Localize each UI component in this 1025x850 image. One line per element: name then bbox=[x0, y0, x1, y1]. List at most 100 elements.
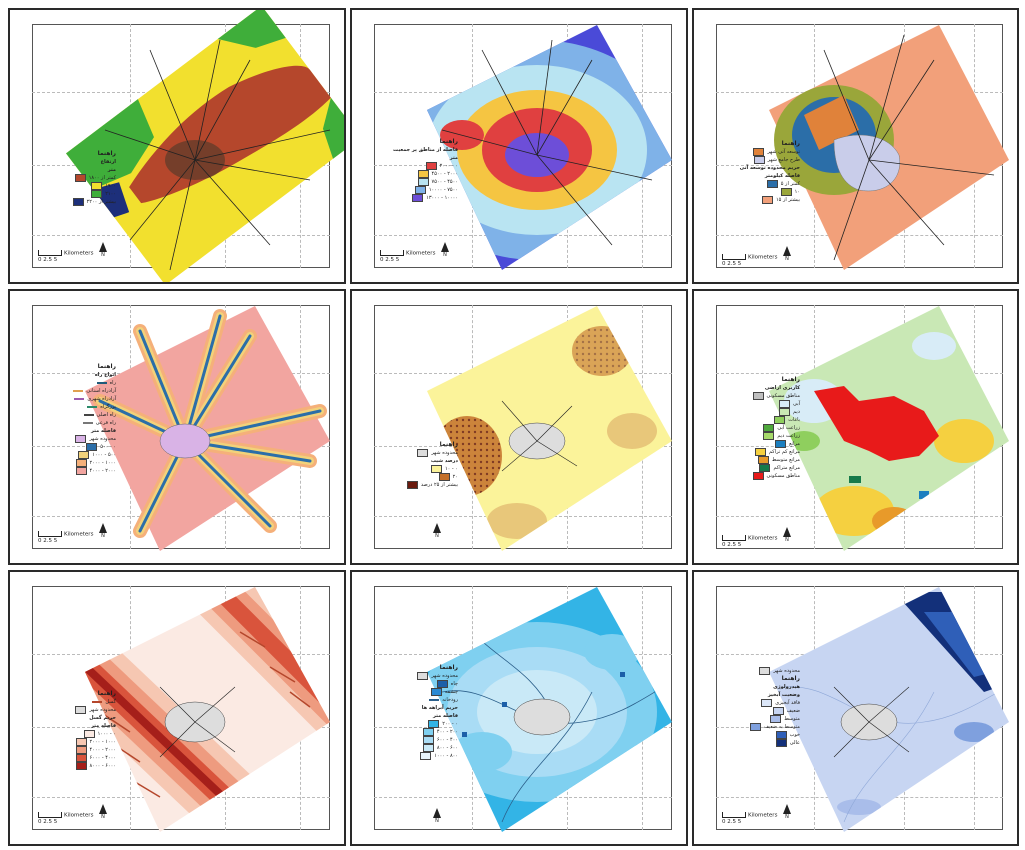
legend-item: کمتر از ۵ bbox=[722, 180, 800, 188]
legend-item: مراتع متراکم bbox=[722, 464, 800, 472]
legend-item: ۰ - ۱۰ bbox=[380, 465, 458, 473]
legend-item: ۱۹۰۰ bbox=[38, 182, 116, 190]
legend-item: باغات bbox=[722, 416, 800, 424]
map-panel-slope: راهنما محدوده شهر درصد شیب ۰ - ۱۰ ۲۰ بیش… bbox=[350, 289, 688, 565]
legend-unit: وضعیت آبخیز bbox=[767, 692, 800, 698]
legend-item: متوسط به ضعیف bbox=[722, 723, 800, 731]
legend-item: طرح جامع شهر bbox=[722, 156, 800, 164]
legend-item: محدوده شهر bbox=[38, 435, 116, 443]
legend-item: متوسط bbox=[722, 715, 800, 723]
scale-bar: Kilometers 0 2.5 5 bbox=[722, 254, 778, 267]
legend-item: ۲۰۰۰ - ۴۰۰۰ bbox=[38, 746, 116, 754]
legend-item: مناطق مسکونی bbox=[722, 472, 800, 480]
water-map bbox=[427, 587, 672, 832]
map-frame bbox=[32, 586, 330, 830]
legend-item: فاقد آبخیزی bbox=[722, 699, 800, 707]
legend-item: ۲۰۰۰ - ۴۰۰۰ bbox=[38, 467, 116, 475]
faults-map bbox=[85, 587, 330, 832]
legend-line-item: آزادراه استانی bbox=[38, 387, 116, 395]
legend-title: راهنما bbox=[439, 138, 458, 145]
legend-item: کمتر از ۱۸۰۰ bbox=[38, 174, 116, 182]
legend-unit: متر bbox=[107, 167, 116, 173]
legend-item: ۸۰۰ - ۱۰۰۰ bbox=[380, 752, 458, 760]
map-panel-landuse: راهنما کاربری اراضی مناطق مسکونی آبی دیم… bbox=[692, 289, 1019, 565]
legend-line-item: گسل bbox=[38, 698, 116, 706]
legend-item: بیشتر از ۲۵ درصد bbox=[380, 481, 458, 489]
legend-line-item: رودخانه bbox=[380, 696, 458, 704]
legend-item: ۰ - ۱۰۰۰ bbox=[38, 730, 116, 738]
legend-item: ۶۰۰ - ۸۰۰ bbox=[380, 744, 458, 752]
legend-item: بیشتر از ۲۲۰۰ bbox=[38, 198, 116, 206]
legend-subtitle: حریم محدوده توسعه آتی bbox=[739, 165, 800, 171]
legend-item: ۱۰۰۰۰ - ۱۳۰۰۰ bbox=[380, 194, 458, 202]
legend-item: مراتع کم تراکم bbox=[722, 448, 800, 456]
map-frame bbox=[374, 586, 672, 830]
slope-map bbox=[427, 306, 672, 551]
legend-title: راهنما bbox=[439, 441, 458, 448]
legend-title: راهنما bbox=[439, 664, 458, 671]
legend-subtitle: انواع راه bbox=[94, 372, 116, 378]
legend-unit: فاصله متر bbox=[90, 428, 116, 434]
legend-item: عالی bbox=[722, 739, 800, 747]
map-panel-elevation: راهنما ارتفاع متر کمتر از ۱۸۰۰ ۱۹۰۰ ۲۱۰۰… bbox=[8, 8, 346, 284]
legend-item: مناطق مسکونی bbox=[722, 392, 800, 400]
legend-item: توسعه آتی شهر bbox=[722, 148, 800, 156]
legend-item: ۴۰۰ - ۶۰۰ bbox=[380, 736, 458, 744]
map-panel-roads: راهنما انواع راه راه آزادراه استانی آزاد… bbox=[8, 289, 346, 565]
legend-subtitle: فاصله از مناطق پر جمعیت bbox=[393, 147, 458, 153]
legend-item: زراعت آبی bbox=[722, 424, 800, 432]
legend-item: ۱۰۰۰ - ۲۰۰۰ bbox=[38, 738, 116, 746]
legend-line-item: بزرگراه bbox=[38, 403, 116, 411]
legend-item: محدوده شهر bbox=[380, 672, 458, 680]
landuse-map bbox=[769, 306, 1009, 551]
legend-item: ۴۰۰۰ - ۶۰۰۰ bbox=[38, 754, 116, 762]
legend-item: ۱۰۰۰ - ۲۰۰۰ bbox=[38, 459, 116, 467]
legend-item: ۷۵۰۰ - ۱۰۰۰۰ bbox=[380, 186, 458, 194]
legend-line-item: آزادراه شهری bbox=[38, 395, 116, 403]
north-arrow-icon: N bbox=[98, 804, 108, 820]
distance-map bbox=[427, 25, 672, 270]
north-arrow-icon: N bbox=[432, 523, 442, 539]
legend-item: خوب bbox=[722, 731, 800, 739]
legend-item: محدوده شهر bbox=[38, 706, 116, 714]
scale-bar: Kilometers 0 2.5 5 bbox=[722, 812, 778, 825]
legend-item: ۲۰۰ - ۴۰۰ bbox=[380, 728, 458, 736]
map-frame bbox=[716, 24, 1003, 268]
roads-map bbox=[85, 306, 330, 551]
legend-line-item: راه فرعی bbox=[38, 419, 116, 427]
north-arrow-icon: N bbox=[782, 804, 792, 820]
legend-item: ۴۵۰۰ - ۷۵۰۰ bbox=[380, 178, 458, 186]
legend-title: راهنما bbox=[781, 140, 800, 147]
map-frame bbox=[716, 305, 1003, 549]
legend-title: راهنما bbox=[97, 363, 116, 370]
map-frame bbox=[374, 305, 672, 549]
legend-title: راهنما bbox=[781, 376, 800, 383]
north-arrow-icon: N bbox=[440, 242, 450, 258]
map-panel-risk-zone: راهنما توسعه آتی شهر طرح جامع شهر حریم م… bbox=[692, 8, 1019, 284]
legend-unit: فاصله متر bbox=[90, 723, 116, 729]
map-panel-water: راهنما محدوده شهر چاه چشمه رودخانه حریم … bbox=[350, 570, 688, 846]
legend-item: محدوده شهر bbox=[722, 667, 800, 675]
legend-item: ۱۰ bbox=[722, 188, 800, 196]
north-arrow-icon: N bbox=[782, 246, 792, 262]
legend-item: مراتع bbox=[722, 440, 800, 448]
legend-subtitle: درصد شیب bbox=[430, 458, 458, 464]
hydro-map bbox=[769, 587, 1009, 832]
legend-title: راهنما bbox=[781, 675, 800, 682]
map-panel-faults: راهنما گسل محدوده شهر حریم گسل فاصله متر… bbox=[8, 570, 346, 846]
legend-item: دیم bbox=[722, 408, 800, 416]
legend-item: آبی bbox=[722, 400, 800, 408]
scale-bar: Kilometers 0 2.5 5 bbox=[38, 531, 94, 544]
legend-item: ضعیف bbox=[722, 707, 800, 715]
legend-item: ۶۰۰۰ - ۸۰۰۰ bbox=[38, 762, 116, 770]
scale-bar: Kilometers 0 2.5 5 bbox=[38, 250, 94, 263]
legend-item: بیشتر از ۱۵ bbox=[722, 196, 800, 204]
map-frame bbox=[32, 305, 330, 549]
legend-title: راهنما bbox=[97, 690, 116, 697]
legend-subtitle: ارتفاع bbox=[100, 159, 116, 165]
legend-line-item: راه اصلی bbox=[38, 411, 116, 419]
map-frame bbox=[374, 24, 672, 268]
legend-subtitle: حریم آبراهه ها bbox=[421, 705, 458, 711]
legend-subtitle: هیدرولوژی bbox=[773, 684, 800, 690]
elevation-map bbox=[66, 10, 344, 282]
